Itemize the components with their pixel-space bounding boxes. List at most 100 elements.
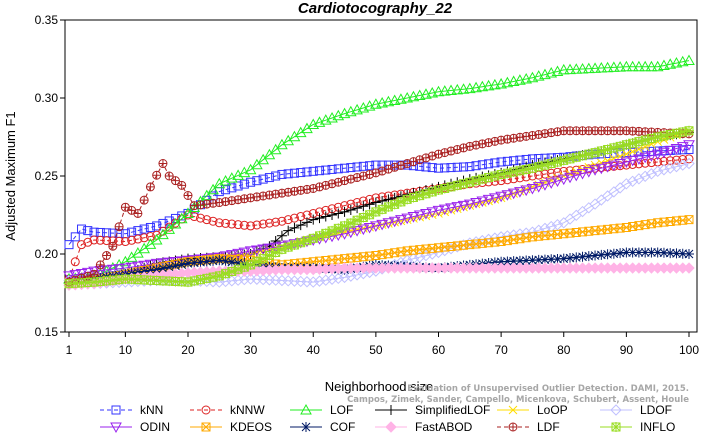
data-point-knn bbox=[145, 222, 155, 232]
legend-label-simplifiedlof: SimplifiedLOF bbox=[415, 403, 490, 417]
data-point-simplifiedlof bbox=[295, 220, 306, 231]
data-point-lof bbox=[564, 63, 576, 75]
data-point-simplifiedlof bbox=[320, 211, 331, 222]
data-point-ldf bbox=[177, 180, 187, 190]
data-point-ldf bbox=[102, 251, 112, 261]
data-point-inflo bbox=[546, 158, 557, 169]
data-point-knnw bbox=[164, 222, 174, 232]
x-tick-label: 100 bbox=[679, 343, 699, 357]
data-point-knnw bbox=[246, 221, 256, 231]
data-point-knn bbox=[496, 157, 506, 167]
data-point-odin bbox=[482, 194, 495, 206]
data-point-knn bbox=[227, 183, 237, 193]
data-point-knnw bbox=[152, 230, 162, 240]
data-point-odin bbox=[257, 244, 269, 256]
data-point-cof bbox=[151, 264, 162, 275]
data-point-knnw bbox=[258, 219, 268, 229]
data-point-odin bbox=[576, 169, 589, 180]
data-point-knn bbox=[308, 166, 318, 176]
data-point-ldof bbox=[226, 275, 238, 287]
data-point-inflo bbox=[270, 247, 281, 258]
x-tick-label: 1 bbox=[66, 343, 73, 357]
data-point-odin bbox=[520, 185, 533, 197]
x-tick-label: 60 bbox=[432, 343, 446, 357]
data-point-cof bbox=[170, 260, 181, 271]
data-point-lof bbox=[207, 183, 219, 195]
data-point-lof bbox=[557, 63, 570, 75]
data-point-inflo bbox=[621, 139, 632, 150]
data-point-loop bbox=[503, 191, 512, 201]
data-point-inflo bbox=[264, 250, 275, 261]
data-point-knnw bbox=[264, 218, 274, 228]
data-point-inflo bbox=[352, 215, 363, 226]
data-point-ldof bbox=[551, 218, 564, 231]
legend-item-ldof: LDOF bbox=[600, 403, 672, 417]
data-point-inflo bbox=[458, 178, 469, 189]
series-inflo bbox=[64, 125, 694, 289]
data-point-inflo bbox=[558, 155, 569, 166]
data-point-knn bbox=[64, 240, 74, 250]
data-point-inflo bbox=[596, 146, 607, 157]
data-point-lof bbox=[489, 78, 501, 90]
data-point-ldof bbox=[683, 157, 695, 170]
data-point-odin bbox=[532, 182, 545, 193]
data-point-ldof bbox=[620, 178, 633, 190]
data-point-knnw bbox=[239, 220, 249, 230]
data-point-inflo bbox=[95, 276, 106, 287]
data-point-inflo bbox=[677, 127, 688, 138]
data-point-inflo bbox=[514, 165, 525, 176]
data-point-knn bbox=[471, 161, 481, 171]
data-point-lof bbox=[601, 61, 614, 73]
data-point-ldof bbox=[545, 220, 557, 233]
data-point-simplifiedlof bbox=[364, 199, 375, 210]
data-point-lof bbox=[463, 82, 476, 94]
data-point-lof bbox=[607, 61, 620, 72]
data-point-knnw bbox=[678, 154, 688, 164]
data-point-cof bbox=[145, 265, 156, 276]
data-point-inflo bbox=[646, 133, 657, 144]
data-point-inflo bbox=[433, 185, 444, 196]
legend-item-kdeos: KDEOS bbox=[190, 420, 272, 434]
x-tick-label: 20 bbox=[181, 343, 195, 357]
data-point-cof bbox=[646, 247, 657, 258]
data-point-knnw bbox=[684, 154, 694, 164]
data-point-ldof bbox=[539, 222, 551, 235]
legend-marker-knnw bbox=[201, 405, 211, 415]
data-point-inflo bbox=[364, 209, 375, 220]
data-point-inflo bbox=[527, 163, 538, 174]
data-point-cof bbox=[615, 248, 626, 259]
legend-label-fastabod: FastABOD bbox=[415, 420, 473, 434]
legend-label-cof: COF bbox=[330, 420, 355, 434]
data-point-inflo bbox=[640, 135, 651, 146]
data-point-lof bbox=[476, 80, 489, 92]
data-point-knnw bbox=[214, 218, 224, 228]
series-ldf bbox=[64, 126, 694, 287]
data-point-knn bbox=[252, 176, 262, 186]
data-point-inflo bbox=[521, 164, 532, 175]
data-point-cof bbox=[539, 254, 550, 265]
data-point-inflo bbox=[276, 244, 287, 255]
data-point-lof bbox=[683, 54, 695, 66]
data-point-lof bbox=[582, 62, 595, 74]
data-point-odin bbox=[395, 215, 407, 226]
data-point-odin bbox=[401, 213, 414, 225]
data-point-odin bbox=[100, 265, 113, 276]
data-point-inflo bbox=[258, 253, 269, 264]
data-point-cof bbox=[596, 249, 607, 260]
data-point-ldof bbox=[313, 275, 326, 287]
data-point-ldof bbox=[677, 159, 689, 171]
data-point-knn bbox=[634, 147, 644, 157]
credit-line-2: Evaluation of Unsupervised Outlier Detec… bbox=[407, 384, 689, 394]
data-point-inflo bbox=[389, 199, 400, 210]
data-point-knnw bbox=[139, 233, 149, 243]
data-point-knn bbox=[421, 162, 431, 172]
data-point-simplifiedlof bbox=[358, 201, 369, 212]
legend-item-odin: ODIN bbox=[100, 420, 170, 434]
data-point-knnw bbox=[127, 235, 137, 245]
y-axis: 0.15 0.20 0.25 0.30 0.35 bbox=[35, 13, 65, 339]
data-point-cof bbox=[208, 255, 219, 266]
data-point-simplifiedlof bbox=[283, 225, 294, 236]
data-point-odin bbox=[251, 245, 263, 256]
legend-item-lof: LOF bbox=[290, 403, 353, 417]
data-point-inflo bbox=[239, 262, 250, 273]
